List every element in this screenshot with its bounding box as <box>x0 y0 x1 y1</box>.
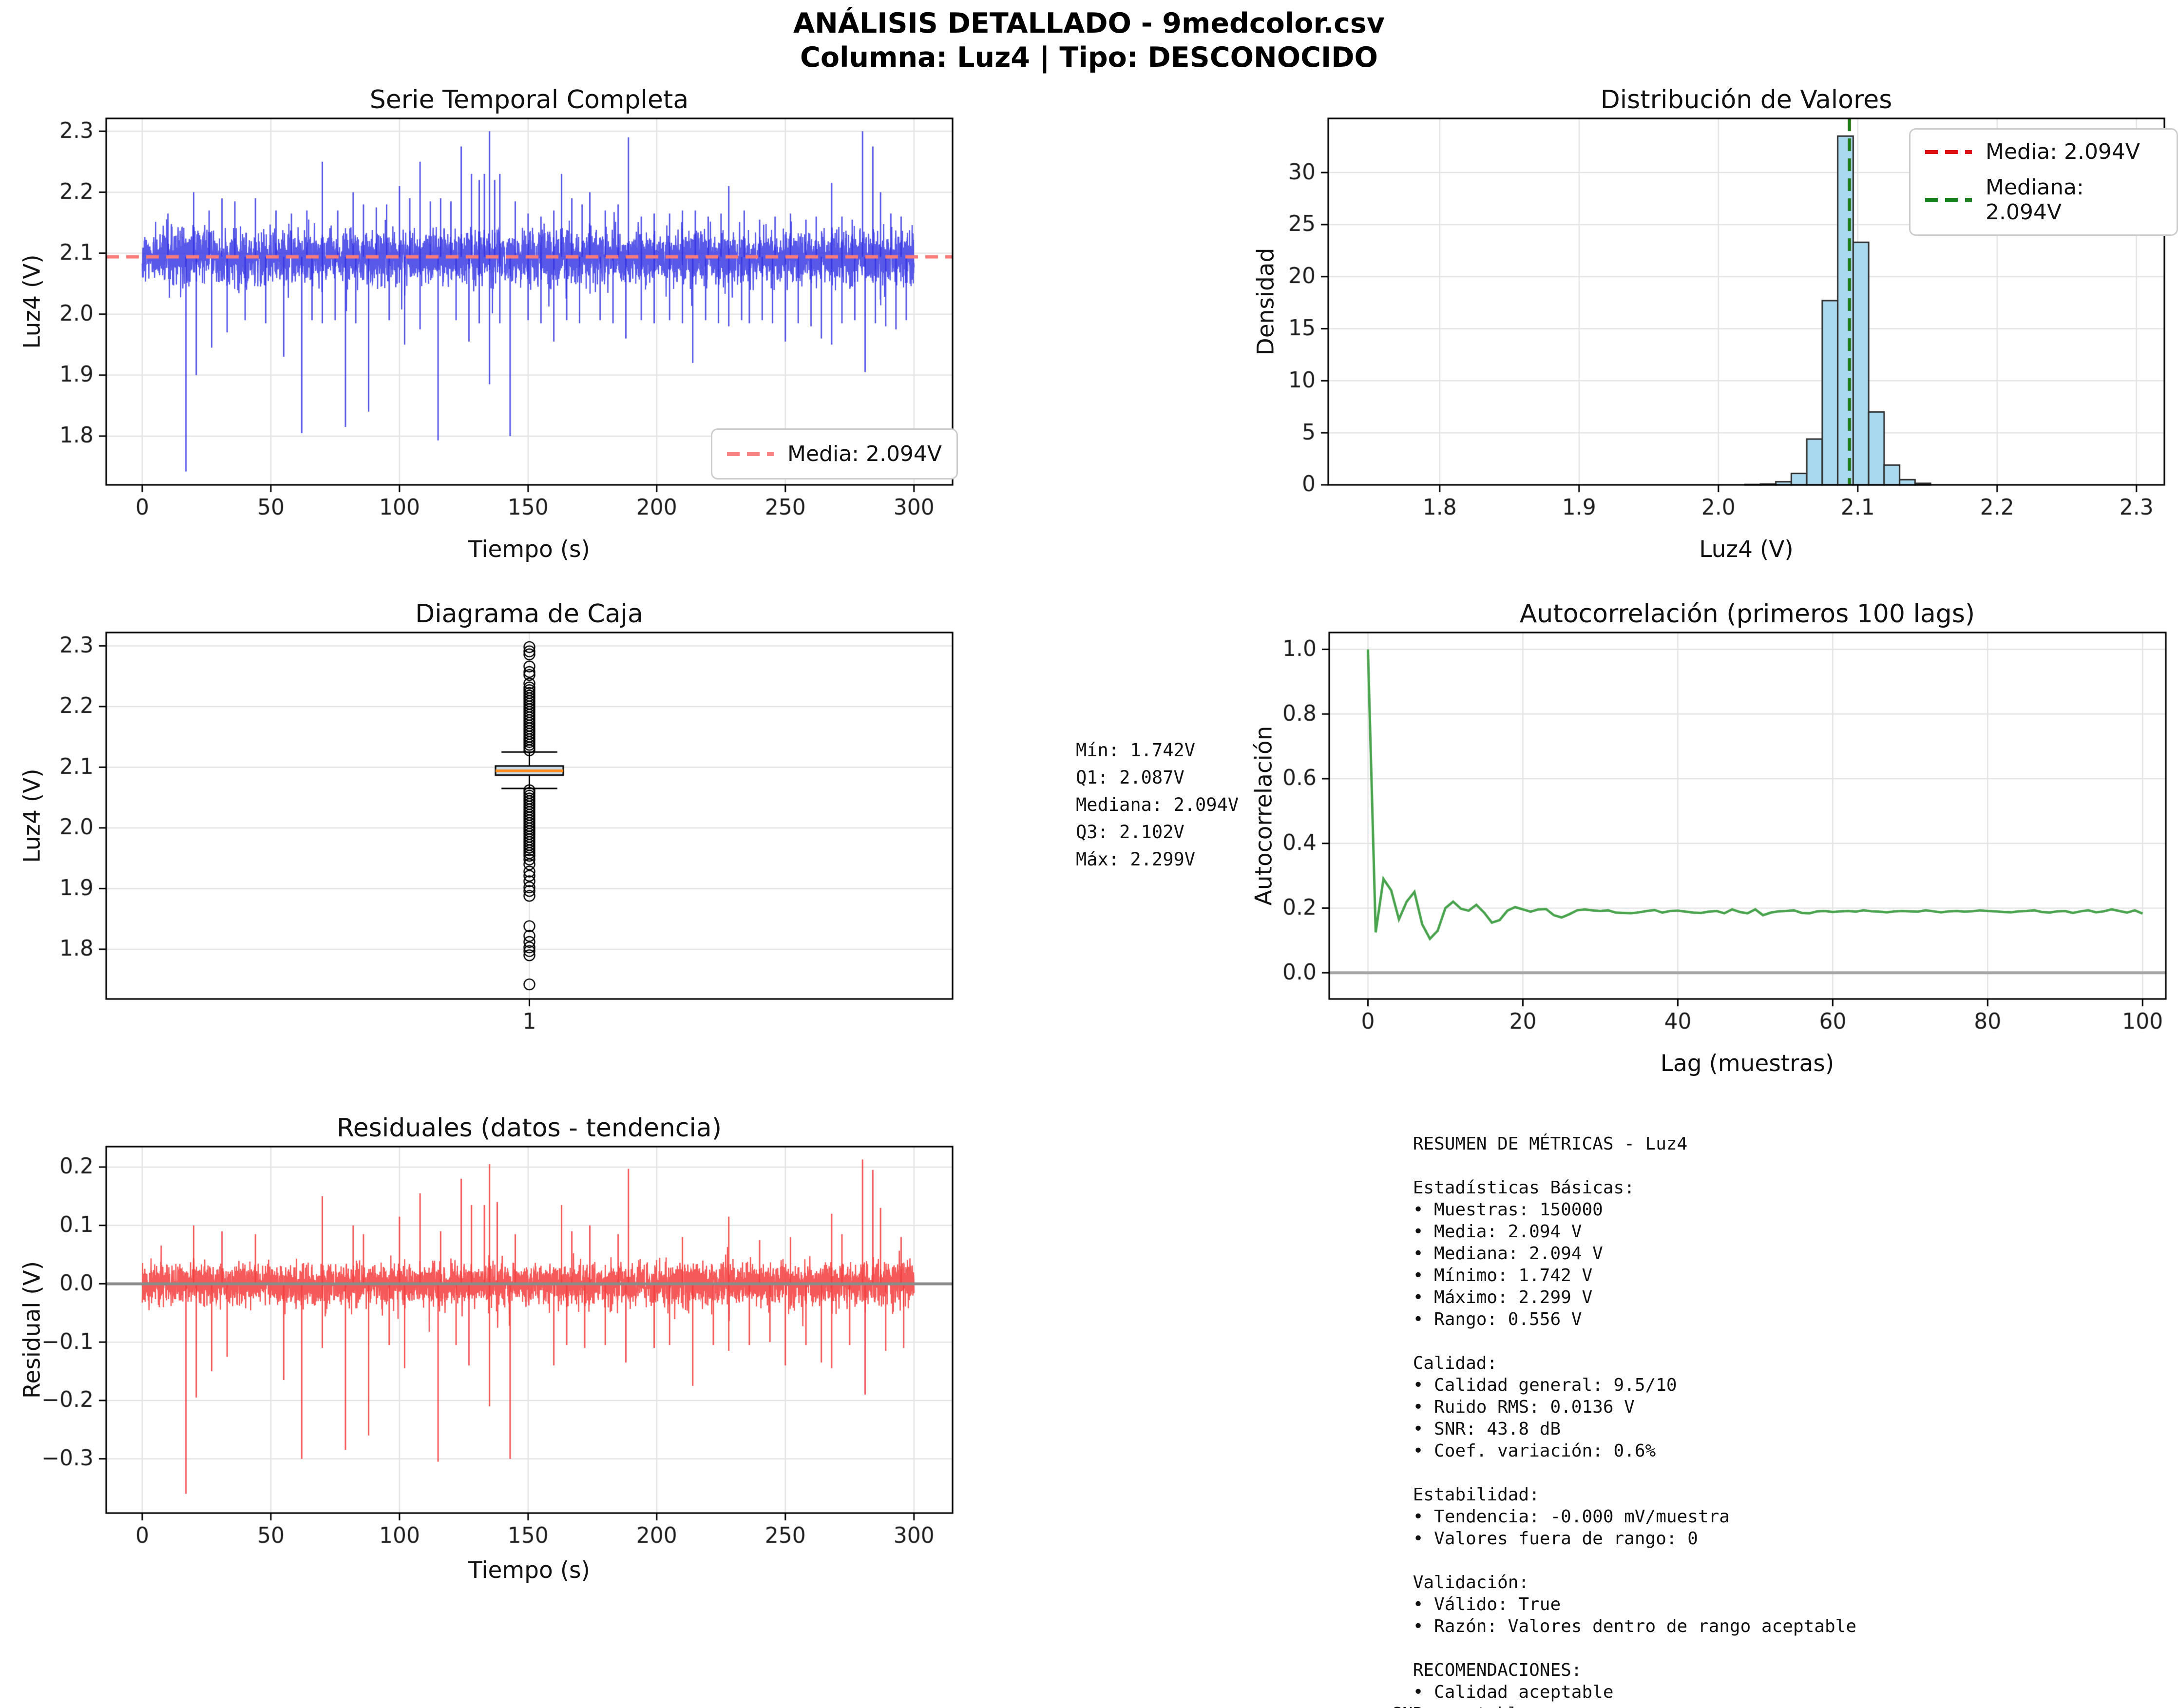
box-title: Diagrama de Caja <box>415 599 643 629</box>
hist-title: Distribución de Valores <box>1600 85 1892 115</box>
hist-legend-label-media: Media: 2.094V <box>1986 139 2140 164</box>
res-xlabel: Tiempo (s) <box>468 1557 590 1584</box>
hist-xlabel: Luz4 (V) <box>1699 536 1794 563</box>
ts-xlabel: Tiempo (s) <box>468 536 590 563</box>
hist-legend-label-mediana: Mediana: 2.094V <box>1986 175 2084 225</box>
box-ylabel: Luz4 (V) <box>19 768 46 863</box>
ts-legend-label: Media: 2.094V <box>787 441 942 466</box>
hist-legend-row-media: Media: 2.094V <box>1925 139 2140 164</box>
res-title: Residuales (datos - tendencia) <box>337 1113 722 1143</box>
hist-ylabel: Densidad <box>1252 248 1280 356</box>
metrics-summary-text: RESUMEN DE MÉTRICAS - Luz4 Estadísticas … <box>1371 1134 1856 1708</box>
acf-title: Autocorrelación (primeros 100 lags) <box>1519 599 1975 629</box>
ts-legend: Media: 2.094V <box>711 428 958 480</box>
acf-ylabel: Autocorrelación <box>1250 726 1278 906</box>
hist-legend: Media: 2.094V Mediana: 2.094V <box>1909 128 2178 236</box>
res-ylabel: Residual (V) <box>19 1261 46 1399</box>
figure-title: ANÁLISIS DETALLADO - 9medcolor.csv <box>793 7 1385 39</box>
boxplot-stats-text: Mín: 1.742V Q1: 2.087V Mediana: 2.094V Q… <box>1076 740 1239 870</box>
ts-title: Serie Temporal Completa <box>369 85 689 115</box>
mean-dashed-line-swatch <box>727 452 774 456</box>
hist-legend-row-mediana: Mediana: 2.094V <box>1925 175 2162 225</box>
median-dashed-line-swatch <box>1925 198 1972 202</box>
mean-dashed-line-swatch <box>1925 150 1972 154</box>
acf-xlabel: Lag (muestras) <box>1660 1050 1834 1077</box>
ts-ylabel: Luz4 (V) <box>19 254 46 349</box>
figure-subtitle: Columna: Luz4 | Tipo: DESCONOCIDO <box>800 41 1378 74</box>
